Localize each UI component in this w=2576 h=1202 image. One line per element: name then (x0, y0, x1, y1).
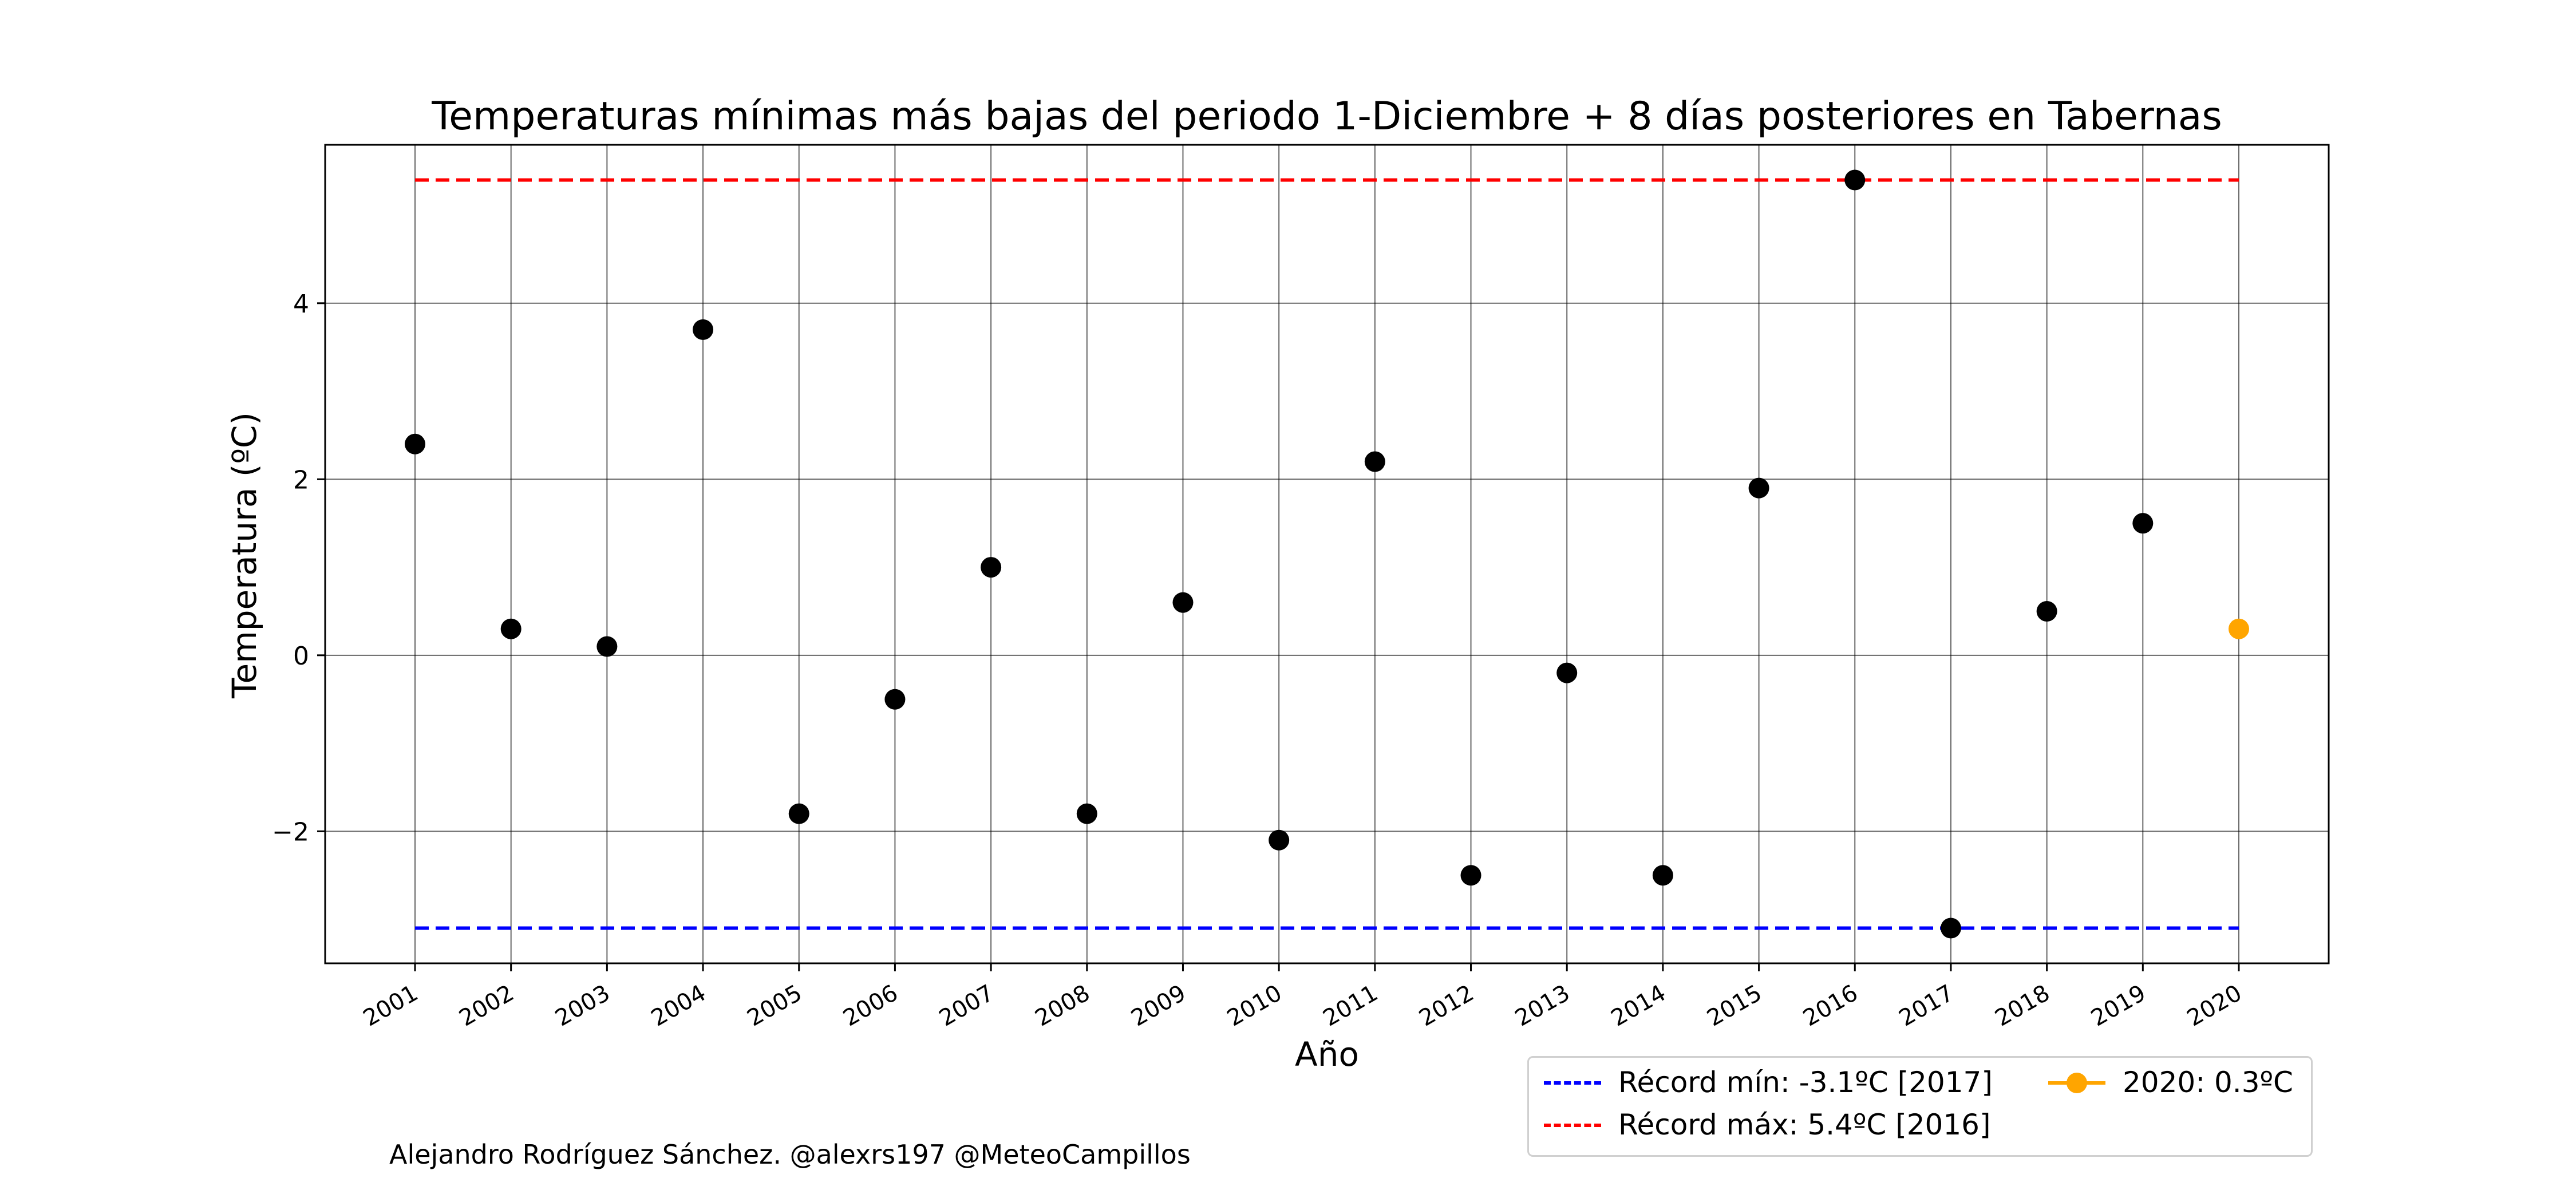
x-tick-label: 2020 (2183, 980, 2246, 1032)
x-tick-label: 2018 (1990, 980, 2054, 1032)
x-tick-label: 2016 (1799, 980, 1862, 1032)
legend-blue-dash-icon (1544, 1071, 1601, 1094)
data-point (1844, 169, 1866, 191)
x-tick-label: 2014 (1607, 980, 1670, 1032)
data-point (1748, 477, 1769, 499)
legend-label-record-min: Récord mín: -3.1ºC [2017] (1618, 1066, 1993, 1099)
data-point (1364, 451, 1385, 472)
data-point (596, 636, 618, 657)
x-tick-label: 2004 (647, 980, 710, 1032)
data-point (788, 803, 809, 824)
x-tick-label: 2006 (839, 980, 902, 1032)
data-point-highlight (2229, 618, 2249, 639)
x-tick-label: 2011 (1319, 980, 1382, 1032)
data-point (1556, 662, 1578, 683)
x-tick-label: 2010 (1223, 980, 1286, 1032)
x-tick-label: 2005 (743, 980, 807, 1032)
y-axis-label: Temperatura (ºC) (225, 412, 264, 699)
data-point (884, 689, 906, 710)
legend: Récord mín: -3.1ºC [2017] Récord máx: 5.… (1527, 1056, 2313, 1157)
data-point (693, 319, 714, 340)
x-tick-label: 2002 (455, 980, 519, 1032)
legend-label-record-max: Récord máx: 5.4ºC [2016] (1618, 1108, 1991, 1141)
y-tick-label: 2 (293, 465, 309, 495)
x-axis-label: Año (1295, 1035, 1359, 1074)
x-tick-label: 2015 (1702, 980, 1766, 1032)
x-tick-label: 2001 (359, 980, 422, 1032)
x-tick-label: 2017 (1895, 980, 1958, 1032)
x-tick-label: 2013 (1511, 980, 1574, 1032)
data-point (1076, 803, 1097, 824)
data-point (1172, 592, 1194, 613)
chart-title: Temperaturas mínimas más bajas del perio… (431, 94, 2222, 139)
data-point (1652, 865, 1673, 886)
data-point (2132, 513, 2154, 534)
legend-item-record-max: Récord máx: 5.4ºC [2016] (1544, 1108, 1990, 1141)
data-point (1460, 865, 1481, 886)
data-point (981, 557, 1002, 578)
x-tick-label: 2009 (1127, 980, 1190, 1032)
legend-red-dash-icon (1544, 1113, 1601, 1136)
y-tick-label: 0 (293, 642, 309, 671)
legend-orange-marker-icon (2048, 1071, 2105, 1094)
x-tick-label: 2008 (1031, 980, 1095, 1032)
data-point (405, 433, 425, 454)
data-point (2036, 600, 2057, 622)
x-tick-label: 2007 (935, 980, 998, 1032)
data-point (1269, 829, 1290, 851)
data-point (1940, 918, 1961, 939)
credit-text: Alejandro Rodríguez Sánchez. @alexrs197 … (389, 1139, 1191, 1170)
y-tick-label: 4 (293, 290, 309, 319)
legend-item-record-min: Récord mín: -3.1ºC [2017] (1544, 1066, 1993, 1099)
legend-item-current: 2020: 0.3ºC (2048, 1066, 2293, 1099)
x-tick-label: 2019 (2087, 980, 2150, 1032)
x-tick-label: 2003 (551, 980, 614, 1032)
x-tick-label: 2012 (1415, 980, 1478, 1032)
data-point (500, 618, 521, 639)
y-tick-label: −2 (272, 817, 309, 847)
plot-frame (324, 144, 2330, 964)
legend-label-current: 2020: 0.3ºC (2123, 1066, 2293, 1099)
